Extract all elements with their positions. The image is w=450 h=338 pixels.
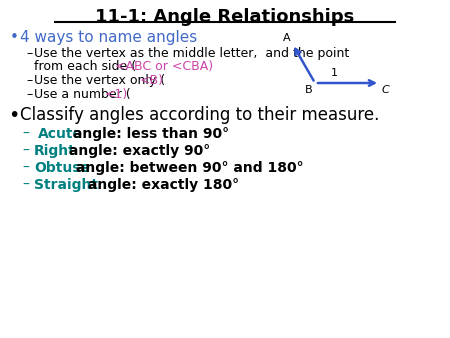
Text: <B): <B) xyxy=(140,74,164,87)
Text: –: – xyxy=(26,74,32,87)
Text: Right: Right xyxy=(34,144,76,158)
Text: Acute: Acute xyxy=(38,127,83,141)
Text: 1: 1 xyxy=(331,68,338,78)
Text: 4 ways to name angles: 4 ways to name angles xyxy=(20,30,197,45)
Text: angle: between 90° and 180°: angle: between 90° and 180° xyxy=(71,161,303,175)
Text: Use the vertex only (: Use the vertex only ( xyxy=(34,74,165,87)
Text: angle: exactly 90°: angle: exactly 90° xyxy=(64,144,211,158)
Text: Straight: Straight xyxy=(34,178,98,192)
Text: –: – xyxy=(26,88,32,101)
Text: •: • xyxy=(8,106,19,125)
Text: •: • xyxy=(10,30,19,45)
Text: A: A xyxy=(283,33,291,43)
Text: from each side (: from each side ( xyxy=(34,60,136,73)
Text: 11-1: Angle Relationships: 11-1: Angle Relationships xyxy=(95,8,355,26)
Text: –: – xyxy=(26,47,32,60)
Text: –: – xyxy=(22,144,29,158)
Text: Classify angles according to their measure.: Classify angles according to their measu… xyxy=(20,106,379,124)
Text: B: B xyxy=(306,85,313,95)
Text: angle: less than 90°: angle: less than 90° xyxy=(68,127,230,141)
Text: Use a number (: Use a number ( xyxy=(34,88,130,101)
Text: –: – xyxy=(22,161,29,175)
Text: <1): <1) xyxy=(105,88,128,101)
Text: C: C xyxy=(382,85,390,95)
Text: <ABC or <CBA): <ABC or <CBA) xyxy=(115,60,213,73)
Text: Use the vertex as the middle letter,  and the point: Use the vertex as the middle letter, and… xyxy=(34,47,349,60)
Text: –: – xyxy=(22,127,29,141)
Text: angle: exactly 180°: angle: exactly 180° xyxy=(83,178,239,192)
Text: Obtuse: Obtuse xyxy=(34,161,90,175)
Text: –: – xyxy=(22,178,29,192)
